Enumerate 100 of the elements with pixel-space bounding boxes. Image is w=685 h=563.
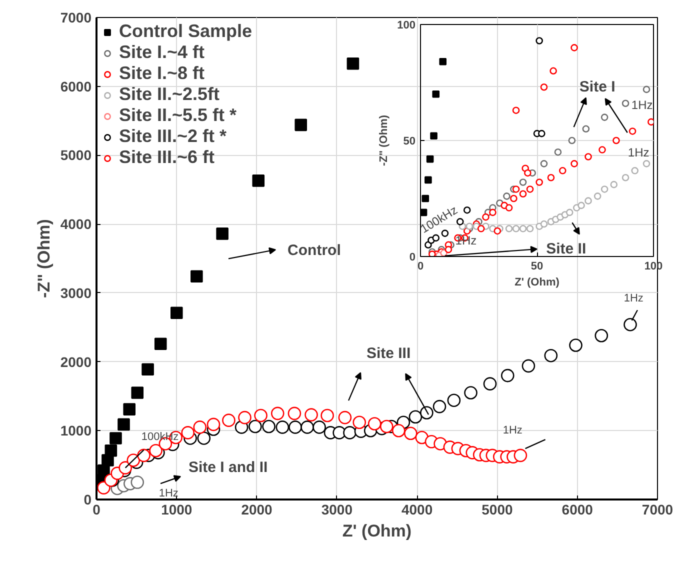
point <box>262 420 276 434</box>
point <box>181 426 195 440</box>
point <box>514 448 528 462</box>
point <box>248 420 262 434</box>
point <box>648 118 654 126</box>
point <box>524 169 532 177</box>
x-tick-label: 6000 <box>562 502 594 518</box>
point <box>428 250 436 256</box>
point <box>222 414 236 427</box>
annotation: Site II <box>546 240 586 258</box>
point <box>510 194 518 202</box>
point <box>536 178 543 186</box>
x-tick-label: 0 <box>417 260 424 272</box>
annotation: Site III <box>366 345 411 362</box>
point <box>137 448 150 462</box>
point <box>404 426 418 440</box>
annotation: 1Hz <box>628 146 650 160</box>
point <box>483 377 497 390</box>
point <box>193 420 207 434</box>
y-tick-label: 7000 <box>60 10 92 26</box>
point <box>540 220 548 228</box>
point <box>288 406 302 420</box>
point <box>190 270 203 283</box>
x-axis-title: Z' (Ohm) <box>514 276 560 288</box>
y-tick-label: 100 <box>397 20 416 32</box>
point <box>622 100 630 108</box>
point <box>447 394 461 407</box>
point <box>512 186 520 193</box>
point <box>439 58 447 66</box>
point <box>526 225 534 232</box>
point <box>463 206 471 214</box>
point <box>544 348 558 362</box>
point <box>642 86 650 94</box>
point <box>130 476 144 489</box>
point <box>482 213 490 221</box>
annotation: 1Hz <box>502 424 522 437</box>
point <box>622 174 630 182</box>
point <box>631 167 639 174</box>
point <box>392 424 406 438</box>
x-axis-title: Z' (Ohm) <box>342 522 412 540</box>
annotation: Site I and II <box>188 459 268 476</box>
point <box>338 410 352 424</box>
point <box>519 190 527 198</box>
point <box>522 359 536 373</box>
y-tick-label: 50 <box>403 136 416 148</box>
point <box>104 444 118 457</box>
point <box>512 106 520 114</box>
y-tick-label: 2000 <box>60 354 92 370</box>
point <box>628 128 636 135</box>
point <box>594 192 602 200</box>
point <box>118 418 130 431</box>
point <box>526 186 534 193</box>
point <box>642 160 650 168</box>
point <box>540 83 548 91</box>
point <box>154 338 167 350</box>
point <box>624 318 637 332</box>
annotation: 1Hz <box>631 98 653 112</box>
point <box>197 432 211 445</box>
point <box>547 174 555 182</box>
point <box>238 410 252 424</box>
y-tick-label: 4000 <box>60 216 92 232</box>
point <box>582 125 590 133</box>
point <box>505 225 513 232</box>
annotation: 1Hz <box>624 292 644 305</box>
point <box>420 406 434 420</box>
y-tick-label: 0 <box>84 492 92 508</box>
point <box>512 225 520 232</box>
point <box>312 420 326 434</box>
point <box>612 136 620 144</box>
x-tick-label: 1000 <box>161 502 192 518</box>
legend-label: Site I.~8 ft <box>119 63 205 84</box>
y-axis-title: -Z" (Ohm) <box>378 114 390 166</box>
point <box>368 417 382 430</box>
annotation: 1Hz <box>158 487 178 500</box>
x-tick-label: 5000 <box>482 502 513 518</box>
legend-label: Site III.~2 ft * <box>119 126 227 147</box>
legend-label: Site I.~4 ft <box>119 42 205 63</box>
y-axis-title: -Z" (Ohm) <box>34 219 54 298</box>
point <box>288 420 302 434</box>
point <box>343 426 356 440</box>
point <box>578 202 585 210</box>
legend-label: Site II.~2.5ft <box>119 84 220 105</box>
point <box>536 37 543 44</box>
point <box>494 227 502 235</box>
x-tick-label: 2000 <box>241 502 273 518</box>
y-tick-label: 3000 <box>60 284 92 301</box>
point <box>594 328 608 342</box>
point <box>584 197 592 204</box>
legend-label: Site III.~6 ft <box>119 147 215 168</box>
point <box>430 132 438 140</box>
point <box>304 408 318 422</box>
point <box>300 420 314 434</box>
legend-label: Control Sample <box>119 21 252 42</box>
point <box>432 234 440 242</box>
x-tick-label: 50 <box>530 260 544 272</box>
point <box>270 406 284 420</box>
point <box>466 222 474 230</box>
y-tick-label: 1000 <box>60 422 92 439</box>
point <box>408 410 422 424</box>
point <box>600 186 608 193</box>
